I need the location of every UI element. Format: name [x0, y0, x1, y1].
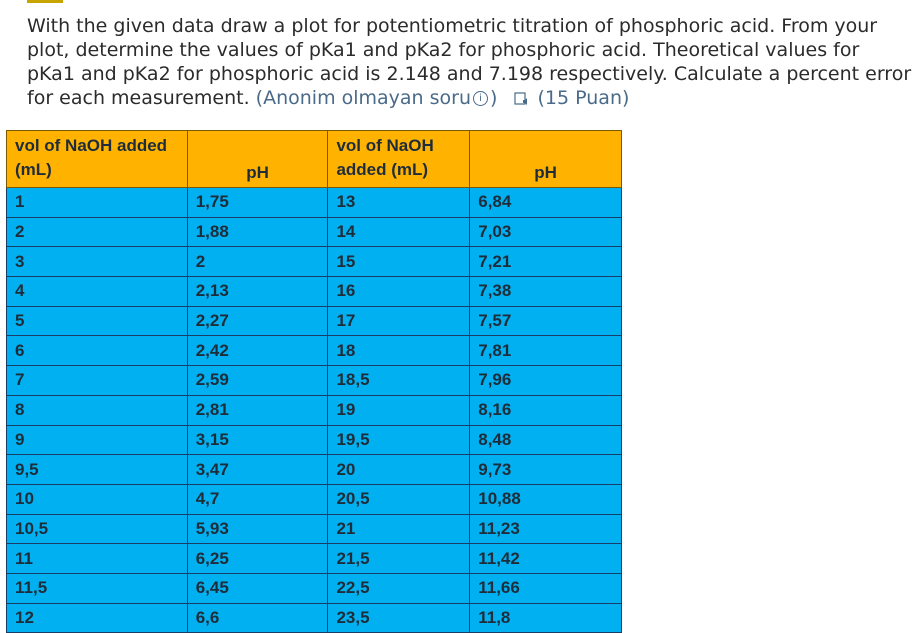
vol-naoh-2-cell: 21: [327, 513, 471, 545]
table-row: 9,5 3,47 20 9,73: [6, 454, 622, 485]
ph-2-cell: 9,73: [469, 454, 622, 485]
ph-1-cell: 6,45: [186, 572, 329, 604]
vol-naoh-1-cell: 9,5: [6, 454, 188, 485]
titration-data-table: vol of NaOH added (mL) pH vol of NaOH ad…: [6, 130, 622, 633]
vol-naoh-2-cell: 21,5: [327, 543, 471, 574]
ph-1-cell: 2,81: [186, 394, 329, 426]
ph-1-cell: 2: [186, 246, 329, 278]
vol-naoh-2-cell: 19: [327, 394, 471, 426]
vol-naoh-1-cell: 11: [6, 543, 188, 574]
header-vol-naoh-1: vol of NaOH added (mL): [6, 130, 188, 188]
info-icon[interactable]: i: [473, 91, 489, 106]
vol-naoh-1-cell: 4: [6, 276, 188, 307]
ph-2-cell: 7,21: [469, 246, 622, 278]
vol-naoh-2-cell: 16: [327, 276, 471, 307]
vol-naoh-2-cell: 19,5: [327, 424, 471, 456]
anonymous-note: (Anonim olmayan soru: [255, 87, 472, 109]
ph-1-cell: 4,7: [186, 483, 329, 515]
vol-naoh-1-cell: 5: [6, 305, 188, 337]
vol-naoh-2-cell: 13: [327, 187, 471, 218]
ph-1-cell: 2,59: [186, 365, 329, 396]
ph-2-cell: 7,38: [469, 276, 622, 307]
ph-1-cell: 2,27: [186, 305, 329, 337]
vol-naoh-1-cell: 8: [6, 394, 188, 426]
question-meta: (Anonim olmayan soru i) (15 Puan): [255, 87, 630, 109]
vol-naoh-2-cell: 18: [327, 335, 471, 367]
table-row: 3 2 15 7,21: [6, 246, 622, 278]
ph-1-cell: 1,88: [186, 216, 329, 248]
ph-2-cell: 6,84: [469, 187, 622, 218]
ph-2-cell: 11,8: [469, 602, 622, 633]
ph-2-cell: 10,88: [469, 483, 622, 515]
ph-2-cell: 7,03: [469, 216, 622, 248]
ph-1-cell: 1,75: [186, 187, 329, 218]
ph-2-cell: 11,42: [469, 543, 622, 574]
speaker-icon[interactable]: [513, 88, 530, 105]
table-row: 11,5 6,45 22,5 11,66: [6, 572, 622, 604]
vol-naoh-2-cell: 15: [327, 246, 471, 278]
ph-2-cell: 7,96: [469, 365, 622, 396]
table-row: 6 2,42 18 7,81: [6, 335, 622, 367]
table-row: 12 6,6 23,5 11,8: [6, 602, 622, 633]
ph-1-cell: 6,25: [186, 543, 329, 574]
vol-naoh-1-cell: 12: [6, 602, 188, 633]
table-row: 10,5 5,93 21 11,23: [6, 513, 622, 545]
ph-1-cell: 5,93: [186, 513, 329, 545]
vol-naoh-1-cell: 10: [6, 483, 188, 515]
ph-2-cell: 7,81: [469, 335, 622, 367]
table-row: 9 3,15 19,5 8,48: [6, 424, 622, 456]
ph-1-cell: 2,13: [186, 276, 329, 307]
vol-naoh-1-cell: 7: [6, 365, 188, 396]
table-row: 10 4,7 20,5 10,88: [6, 483, 622, 515]
table-row: 7 2,59 18,5 7,96: [6, 365, 622, 396]
vol-naoh-2-cell: 14: [327, 216, 471, 248]
table-row: 2 1,88 14 7,03: [6, 216, 622, 248]
points-label: (15 Puan): [537, 87, 630, 109]
table-row: 4 2,13 16 7,38: [6, 276, 622, 307]
question-text: With the given data draw a plot for pote…: [27, 15, 912, 109]
vol-naoh-1-cell: 10,5: [6, 513, 188, 545]
vol-naoh-1-cell: 6: [6, 335, 188, 367]
ph-2-cell: 11,66: [469, 572, 622, 604]
ph-1-cell: 6,6: [186, 602, 329, 633]
header-ph-1: pH: [186, 130, 329, 188]
table-row: 11 6,25 21,5 11,42: [6, 543, 622, 574]
table-row: 8 2,81 19 8,16: [6, 394, 622, 426]
vol-naoh-2-cell: 20,5: [327, 483, 471, 515]
ph-1-cell: 3,15: [186, 424, 329, 456]
header-vol-naoh-2: vol of NaOH added (mL): [327, 130, 471, 188]
ph-2-cell: 7,57: [469, 305, 622, 337]
vol-naoh-1-cell: 2: [6, 216, 188, 248]
header-ph-2: pH: [469, 130, 622, 188]
vol-naoh-2-cell: 18,5: [327, 365, 471, 396]
question-prompt: With the given data draw a plot for pote…: [27, 14, 912, 110]
vol-naoh-2-cell: 20: [327, 454, 471, 485]
ph-1-cell: 3,47: [186, 454, 329, 485]
table-row: 1 1,75 13 6,84: [6, 187, 622, 218]
ph-1-cell: 2,42: [186, 335, 329, 367]
vol-naoh-2-cell: 22,5: [327, 572, 471, 604]
vol-naoh-1-cell: 3: [6, 246, 188, 278]
table-row: 5 2,27 17 7,57: [6, 305, 622, 337]
vol-naoh-2-cell: 23,5: [327, 602, 471, 633]
vol-naoh-2-cell: 17: [327, 305, 471, 337]
ph-2-cell: 8,16: [469, 394, 622, 426]
ph-2-cell: 11,23: [469, 513, 622, 545]
vol-naoh-1-cell: 11,5: [6, 572, 188, 604]
vol-naoh-1-cell: 9: [6, 424, 188, 456]
question-accent-bar: [27, 0, 63, 3]
ph-2-cell: 8,48: [469, 424, 622, 456]
table-header-row: vol of NaOH added (mL) pH vol of NaOH ad…: [6, 130, 622, 188]
vol-naoh-1-cell: 1: [6, 187, 188, 218]
